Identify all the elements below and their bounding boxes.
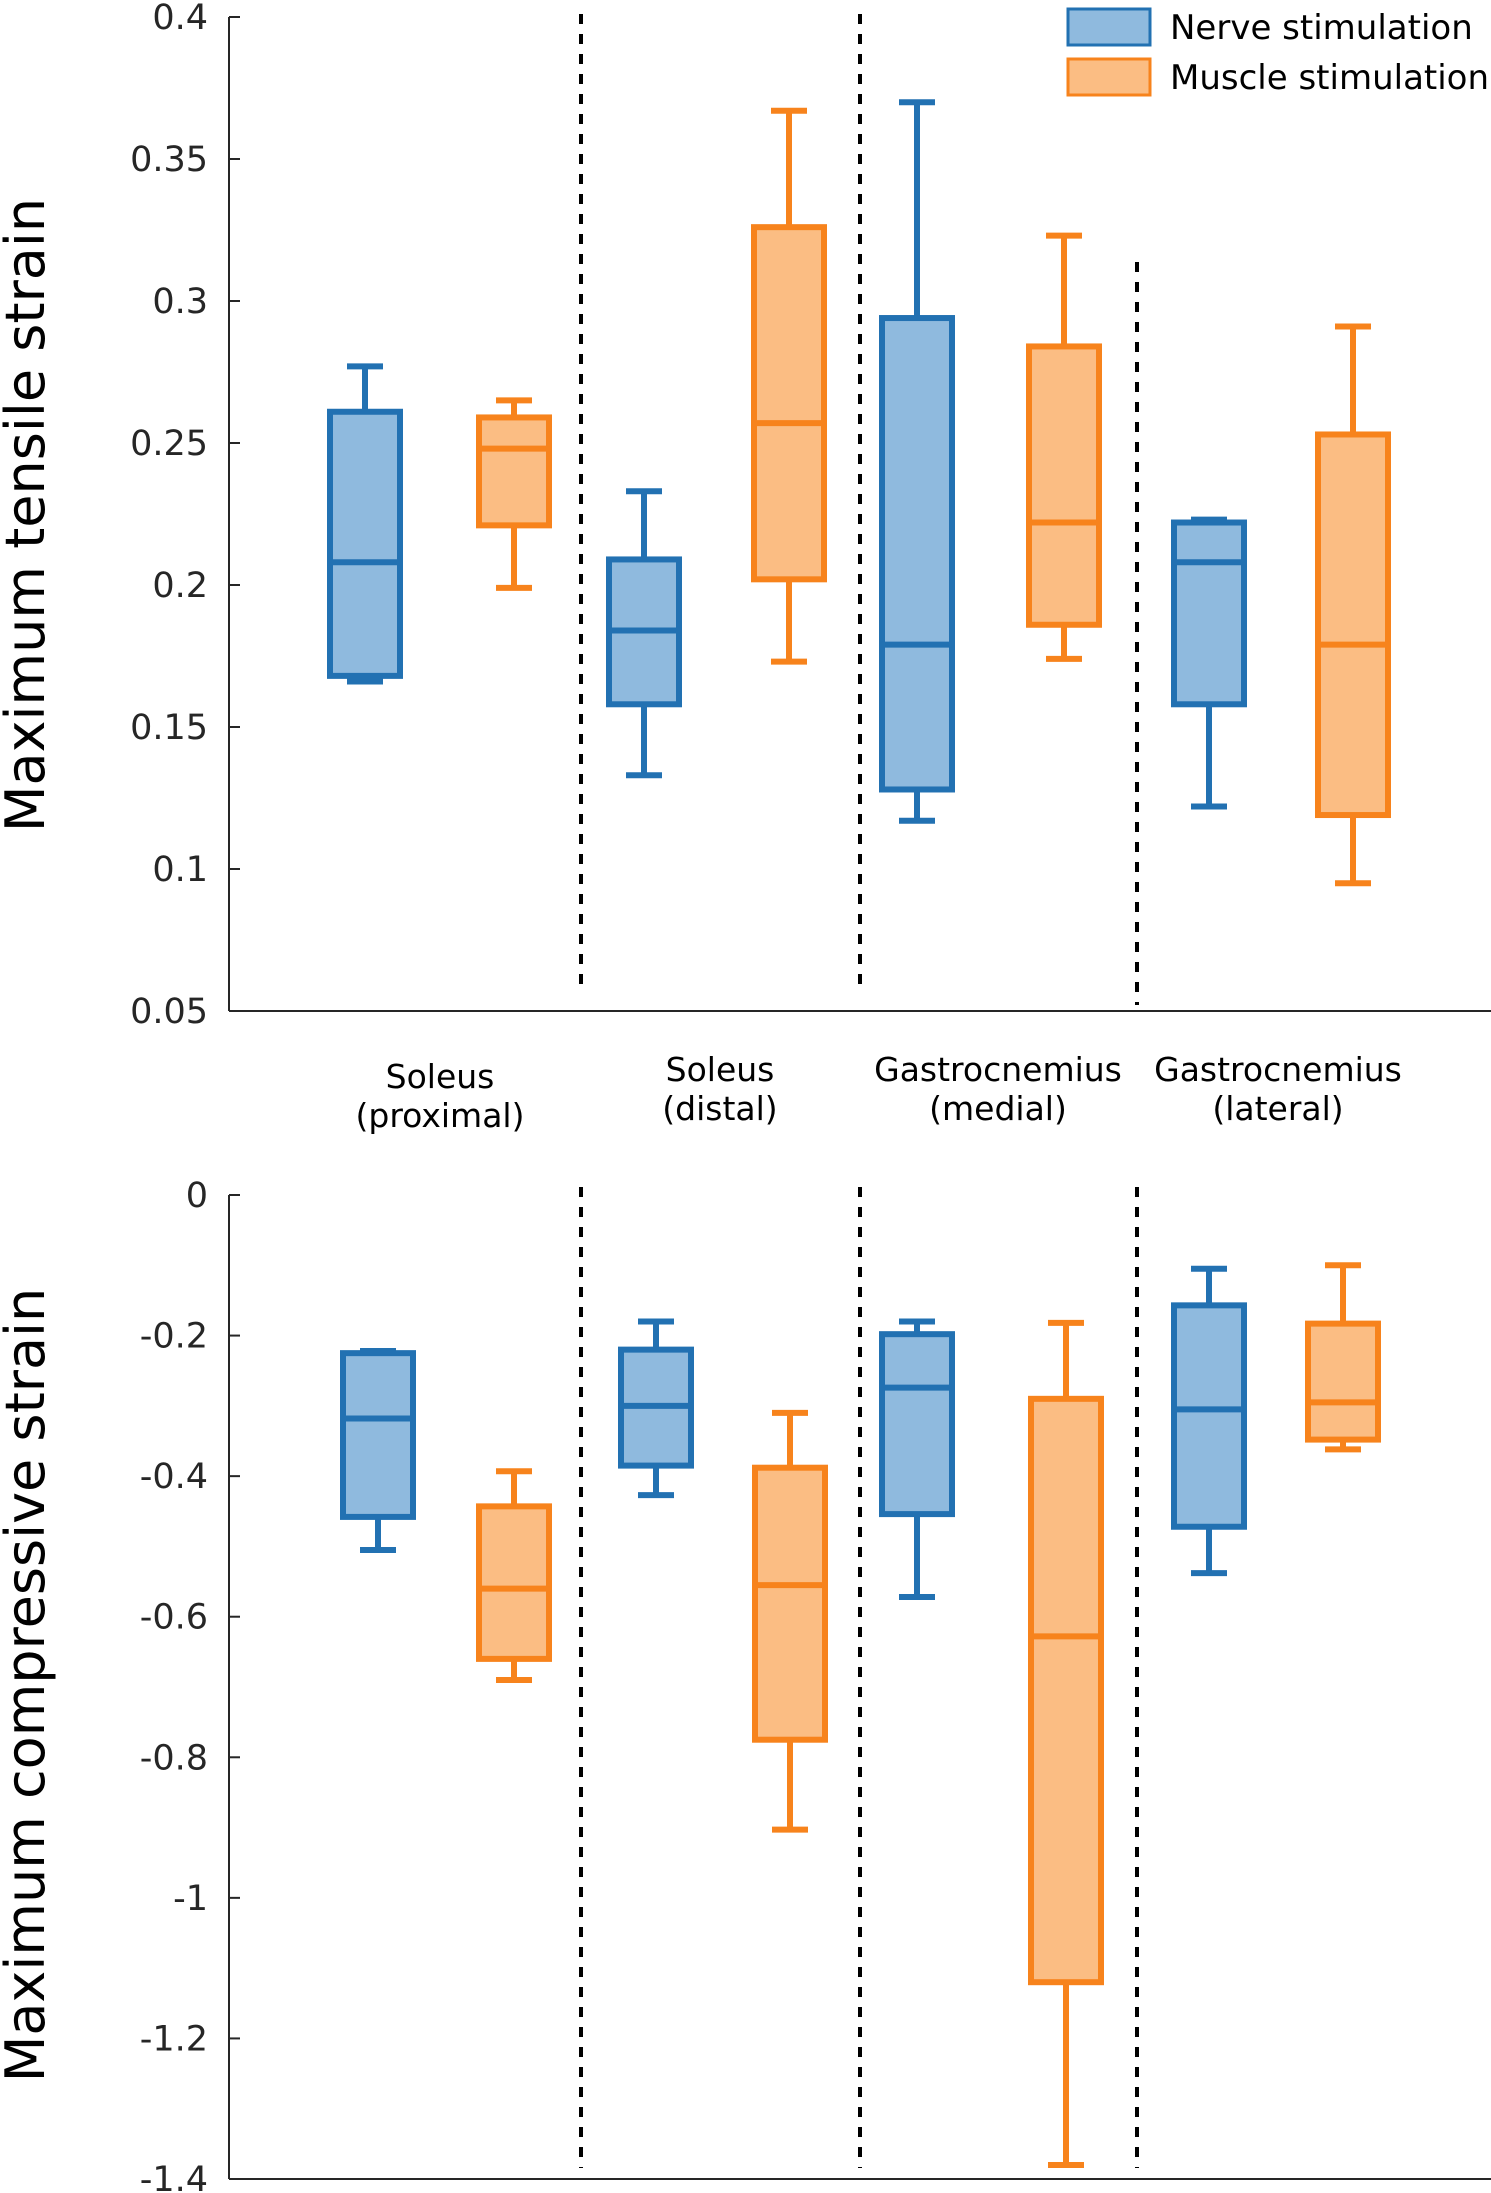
muscle-box bbox=[1305, 1262, 1381, 1453]
iqr-box bbox=[476, 414, 552, 529]
iqr-box bbox=[751, 224, 827, 583]
iqr-box bbox=[476, 1503, 552, 1662]
legend: Nerve stimulation Muscle stimulation bbox=[1066, 7, 1489, 98]
y-tick-label: -0.2 bbox=[140, 1317, 208, 1357]
tensile-strain-panel: 0.4 0.35 0.3 0.25 0.2 0.15 0.1 0.05 Maximum ten… bbox=[0, 0, 1491, 1032]
y-axis-title: Maximum tensile strain bbox=[0, 198, 57, 832]
y-tick-label: 0.2 bbox=[152, 566, 208, 606]
nerve-box bbox=[879, 99, 955, 824]
y-tick-label: -0.8 bbox=[140, 1738, 208, 1778]
y-tick-label: 0.1 bbox=[152, 850, 208, 890]
y-tick-label: 0.25 bbox=[130, 424, 208, 464]
y-tick-label: -0.6 bbox=[140, 1598, 208, 1638]
category-dividers bbox=[579, 14, 1139, 1005]
nerve-box bbox=[618, 1318, 694, 1499]
muscle-box bbox=[752, 1409, 828, 1833]
category-dividers bbox=[579, 1187, 1139, 2168]
compressive-strain-panel: 0 -0.2 -0.4 -0.6 -0.8 -1 -1.2 -1.4 Maximum comp… bbox=[0, 1176, 1491, 2193]
y-tick-label: 0.35 bbox=[130, 140, 208, 180]
muscle-box bbox=[476, 397, 552, 591]
y-tick-label: 0.15 bbox=[130, 708, 208, 748]
nerve-box bbox=[327, 363, 403, 685]
nerve-box bbox=[879, 1318, 955, 1601]
legend-swatch-muscle bbox=[1066, 57, 1152, 97]
y-axis-title: Maximum compressive strain bbox=[0, 1288, 57, 2083]
category-label: (lateral) bbox=[1212, 1089, 1343, 1128]
y-tick-label: 0.05 bbox=[130, 992, 208, 1032]
category-label: (proximal) bbox=[356, 1096, 525, 1135]
iqr-box bbox=[327, 408, 403, 679]
nerve-box bbox=[606, 488, 682, 779]
legend-label-muscle: Muscle stimulation bbox=[1170, 58, 1489, 98]
legend-label-nerve: Nerve stimulation bbox=[1170, 8, 1473, 48]
box-group bbox=[327, 99, 1391, 887]
muscle-box bbox=[1315, 323, 1391, 887]
iqr-box bbox=[340, 1350, 416, 1520]
y-tick-label: -0.4 bbox=[140, 1457, 208, 1497]
iqr-box bbox=[1171, 519, 1247, 708]
nerve-box bbox=[1171, 1265, 1247, 1577]
iqr-box bbox=[1315, 431, 1391, 819]
iqr-box bbox=[1026, 343, 1102, 628]
y-tick-label: -1.4 bbox=[140, 2160, 208, 2193]
category-label: Gastrocnemius bbox=[874, 1050, 1122, 1089]
category-label: Soleus bbox=[386, 1057, 495, 1096]
y-tick-labels: 0 -0.2 -0.4 -0.6 -0.8 -1 -1.2 -1.4 bbox=[140, 1176, 240, 2193]
nerve-box bbox=[1171, 516, 1247, 810]
nerve-box bbox=[340, 1348, 416, 1553]
muscle-box bbox=[1028, 1319, 1104, 2168]
y-tick-label: -1 bbox=[173, 1879, 208, 1919]
y-tick-label: -1.2 bbox=[140, 2019, 208, 2059]
iqr-box bbox=[1028, 1395, 1104, 1986]
category-label: Soleus bbox=[666, 1050, 775, 1089]
category-labels: Soleus (proximal) Soleus (distal) Gastro… bbox=[356, 1050, 1402, 1135]
category-label: (medial) bbox=[929, 1089, 1067, 1128]
iqr-box bbox=[879, 1331, 955, 1518]
iqr-box bbox=[1305, 1320, 1381, 1443]
muscle-box bbox=[751, 107, 827, 665]
muscle-box bbox=[1026, 232, 1102, 662]
y-tick-label: 0 bbox=[186, 1176, 208, 1216]
muscle-box bbox=[476, 1468, 552, 1683]
category-label: Gastrocnemius bbox=[1154, 1050, 1402, 1089]
iqr-box bbox=[879, 315, 955, 793]
y-tick-label: 0.4 bbox=[152, 0, 208, 38]
iqr-box bbox=[752, 1464, 828, 1743]
y-tick-labels: 0.4 0.35 0.3 0.25 0.2 0.15 0.1 0.05 bbox=[130, 0, 240, 1032]
category-label: (distal) bbox=[662, 1089, 777, 1128]
y-tick-label: 0.3 bbox=[152, 282, 208, 322]
legend-swatch-nerve bbox=[1066, 7, 1152, 47]
box-group bbox=[340, 1262, 1381, 2168]
iqr-box bbox=[1171, 1302, 1247, 1530]
